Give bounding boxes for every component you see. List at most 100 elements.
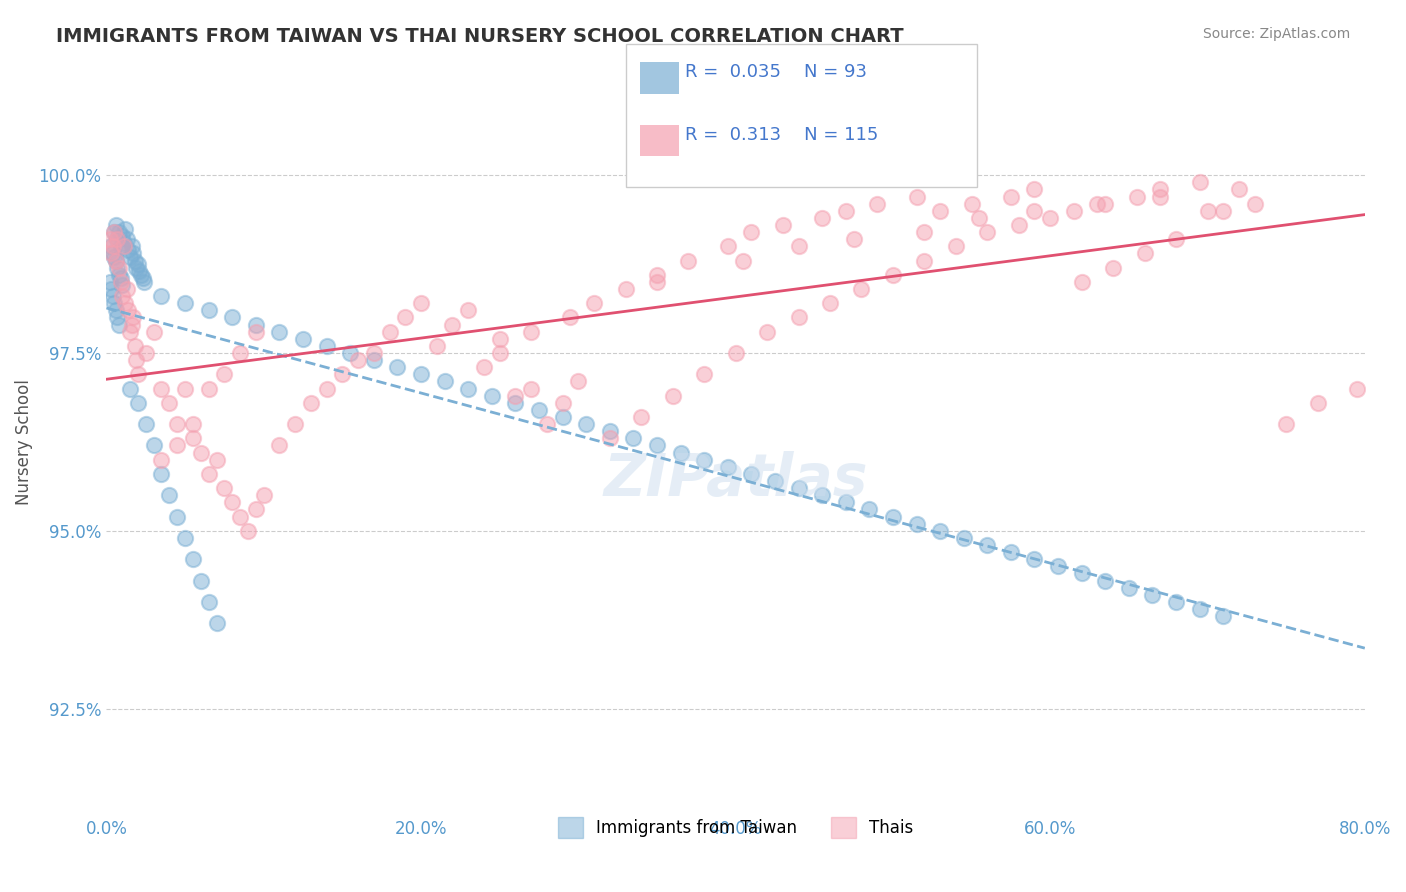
Point (378, 325, 401, 339)
Point (567, 375, 589, 389)
Point (929, 203, 952, 218)
Point (124, 253, 146, 268)
Point (111, 289, 134, 303)
Point (866, 196, 889, 211)
Point (1142, 588, 1164, 602)
Point (945, 239, 967, 253)
Point (115, 282, 138, 296)
Point (1227, 182, 1250, 196)
Point (599, 424, 621, 438)
Point (108, 268, 131, 282)
Point (441, 318, 464, 332)
Point (229, 346, 252, 360)
Point (1164, 595, 1187, 609)
Point (472, 360, 495, 375)
Point (134, 275, 156, 289)
Point (661, 389, 683, 403)
Point (100, 239, 122, 253)
Point (118, 325, 141, 339)
Point (952, 531, 974, 545)
Point (100, 282, 122, 296)
Point (772, 218, 794, 232)
Point (347, 353, 370, 368)
Point (645, 268, 668, 282)
Point (1125, 189, 1147, 203)
Point (269, 438, 291, 452)
Point (363, 353, 385, 368)
Point (505, 389, 527, 403)
Point (818, 296, 841, 310)
Point (1133, 246, 1156, 260)
Point (560, 310, 582, 325)
Point (245, 318, 267, 332)
Text: R =  0.313    N = 115: R = 0.313 N = 115 (685, 126, 879, 144)
Point (150, 382, 173, 396)
Point (835, 203, 858, 218)
Point (1306, 396, 1329, 410)
Point (811, 211, 834, 225)
Point (157, 396, 180, 410)
Point (536, 417, 558, 431)
Point (740, 225, 762, 239)
Point (104, 303, 127, 318)
Point (1063, 203, 1085, 218)
Point (122, 246, 145, 260)
Point (912, 225, 935, 239)
Point (575, 417, 598, 431)
Point (292, 332, 315, 346)
Point (108, 318, 131, 332)
Point (332, 368, 354, 382)
Point (1118, 581, 1140, 595)
Point (1188, 175, 1211, 189)
Point (457, 382, 479, 396)
Point (1094, 574, 1116, 588)
Point (117, 303, 139, 318)
Point (842, 232, 865, 246)
Point (103, 296, 125, 310)
Text: Source: ZipAtlas.com: Source: ZipAtlas.com (1202, 27, 1350, 41)
Point (394, 310, 416, 325)
Point (103, 250, 125, 264)
Point (1243, 196, 1265, 211)
Point (114, 221, 136, 235)
Point (1212, 203, 1234, 218)
Point (505, 396, 527, 410)
Point (693, 452, 716, 467)
Point (104, 218, 127, 232)
Point (1024, 552, 1046, 566)
Point (787, 239, 810, 253)
Point (108, 225, 131, 239)
Point (1008, 218, 1031, 232)
Point (724, 346, 747, 360)
Point (166, 438, 188, 452)
Point (108, 260, 131, 275)
Point (787, 310, 810, 325)
Point (669, 445, 692, 459)
Point (433, 375, 456, 389)
Point (756, 325, 779, 339)
Text: IMMIGRANTS FROM TAIWAN VS THAI NURSERY SCHOOL CORRELATION CHART: IMMIGRANTS FROM TAIWAN VS THAI NURSERY S… (56, 27, 904, 45)
Point (121, 318, 143, 332)
Point (630, 410, 652, 425)
Point (157, 488, 180, 502)
Point (111, 278, 134, 293)
Point (1070, 566, 1092, 581)
Point (481, 389, 503, 403)
Point (551, 396, 574, 410)
Point (117, 243, 139, 257)
Point (1070, 275, 1092, 289)
Point (717, 239, 740, 253)
Point (107, 232, 129, 246)
Point (110, 275, 132, 289)
Point (124, 339, 146, 353)
Point (527, 403, 550, 417)
Point (128, 264, 150, 278)
Point (409, 368, 432, 382)
Point (214, 481, 236, 495)
Point (1212, 609, 1234, 624)
Point (98, 275, 121, 289)
Point (693, 368, 716, 382)
Point (387, 360, 409, 375)
Point (1102, 260, 1125, 275)
Point (107, 310, 129, 325)
